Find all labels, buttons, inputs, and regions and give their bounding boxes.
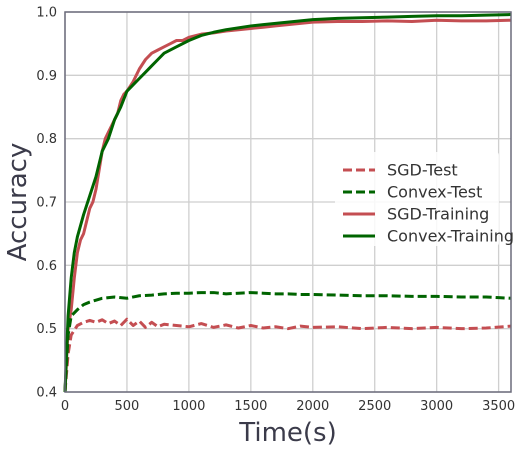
plot-frame bbox=[64, 11, 512, 393]
y-tick-label: 0.8 bbox=[36, 132, 57, 147]
legend-label: SGD-Test bbox=[387, 161, 458, 180]
convex-test-line bbox=[63, 291, 512, 393]
legend: SGD-Test Convex-Test SGD-Training Convex-Tr… bbox=[335, 152, 514, 246]
y-tick-label: 0.6 bbox=[36, 259, 57, 274]
x-tick-label: 3000 bbox=[420, 399, 453, 414]
x-tick-label: 0 bbox=[61, 399, 69, 414]
legend-box bbox=[335, 152, 499, 246]
y-axis-title: Accuracy bbox=[3, 143, 33, 262]
legend-label: Convex-Training bbox=[387, 227, 514, 246]
x-tick-label: 2000 bbox=[296, 399, 329, 414]
y-tick-label: 0.7 bbox=[36, 196, 57, 211]
data-series bbox=[63, 13, 512, 393]
x-tick-label: 500 bbox=[115, 399, 140, 414]
y-tick-label: 0.5 bbox=[36, 322, 57, 337]
x-tick-label: 3500 bbox=[482, 399, 515, 414]
legend-label: SGD-Training bbox=[387, 205, 489, 224]
y-tick-label: 1.0 bbox=[36, 6, 57, 21]
sgd-test-line bbox=[63, 317, 512, 393]
x-tick-label: 2500 bbox=[358, 399, 391, 414]
x-tick-label: 1000 bbox=[172, 399, 205, 414]
y-tick-label: 0.9 bbox=[36, 69, 57, 84]
x-axis-title: Time(s) bbox=[238, 418, 336, 448]
x-tick-labels: 0 500 1000 1500 2000 2500 3000 3500 bbox=[61, 399, 515, 414]
x-tick-label: 1500 bbox=[234, 399, 267, 414]
y-tick-labels: 0.4 0.5 0.6 0.7 0.8 0.9 1.0 bbox=[36, 6, 57, 401]
legend-label: Convex-Test bbox=[387, 183, 482, 202]
convex-training-line bbox=[63, 13, 512, 393]
sgd-training-line bbox=[63, 18, 512, 393]
y-tick-label: 0.4 bbox=[36, 386, 57, 401]
